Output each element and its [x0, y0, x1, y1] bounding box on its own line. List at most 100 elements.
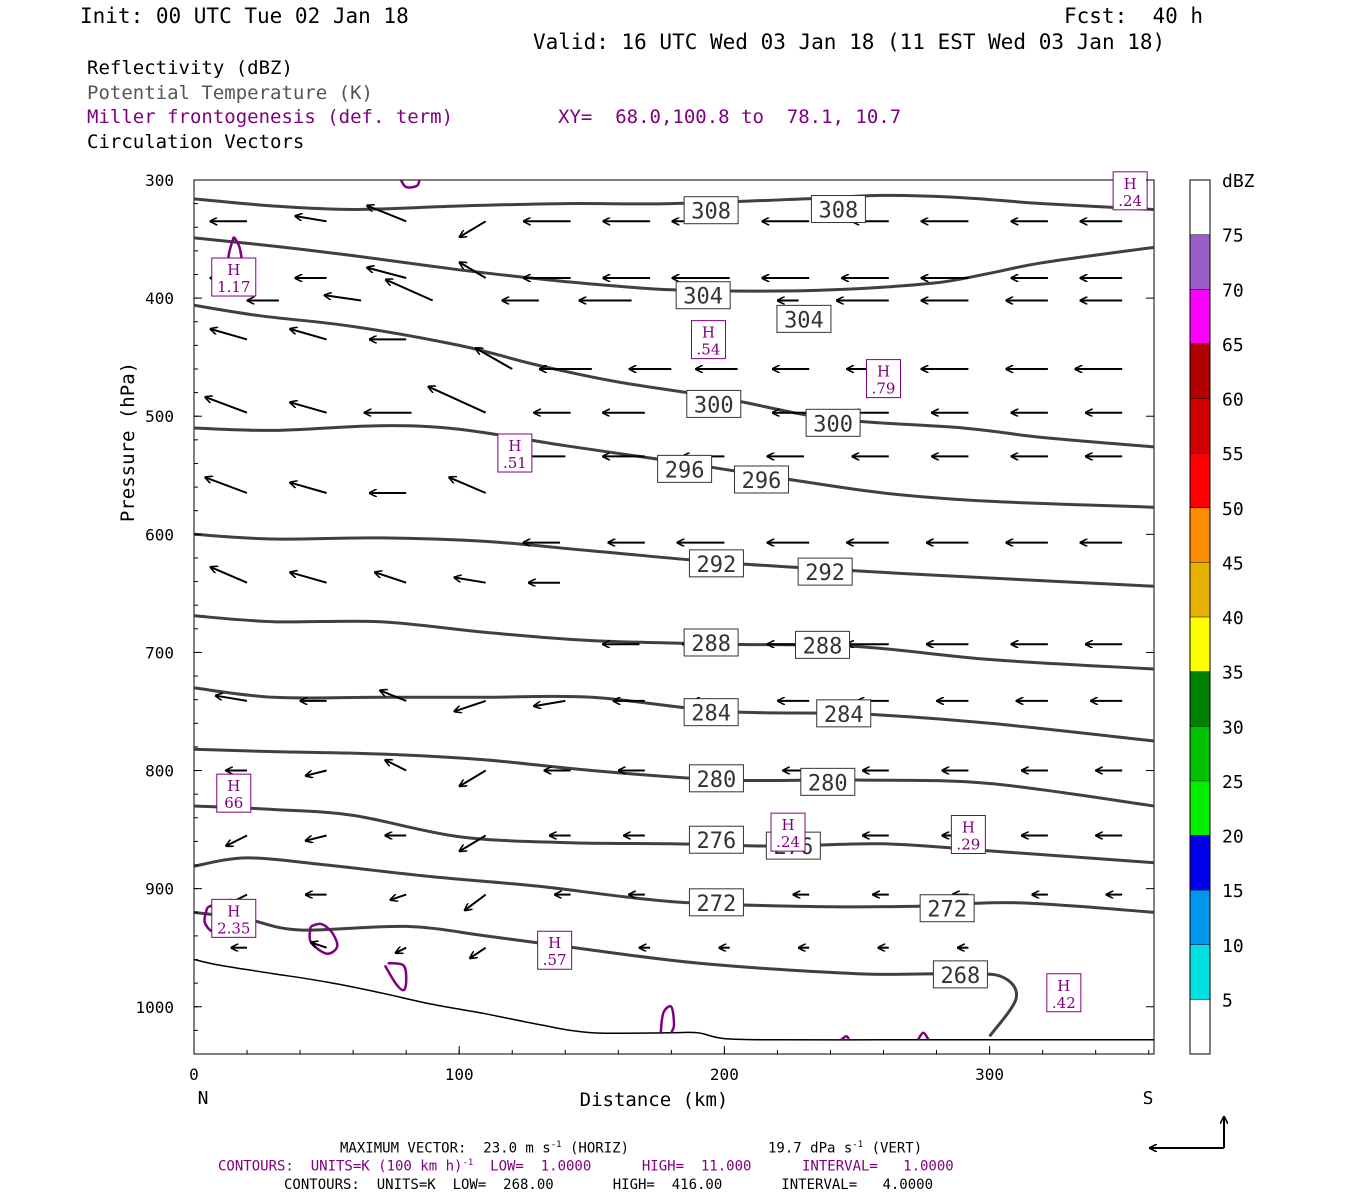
theta-contour-284: [194, 686, 1154, 743]
frontogenesis-high-marker: H: [781, 816, 794, 834]
colorbar-swatch: [1190, 617, 1210, 672]
x-tick-label: 300: [975, 1065, 1004, 1084]
circulation-vector: [460, 834, 487, 852]
frontogenesis-high-marker: H: [702, 324, 715, 342]
circulation-vector: [534, 699, 566, 706]
colorbar-swatch: [1190, 234, 1210, 290]
frontogenesis-high-box: [497, 433, 533, 473]
frontogenesis-high-2: H.54: [690, 320, 726, 360]
circulation-vector: [367, 268, 407, 279]
circulation-vector: [455, 578, 486, 584]
circulation-vector: [306, 769, 327, 776]
frontogenesis-contour: [916, 1031, 930, 1041]
theta-label-text: 308: [691, 200, 731, 225]
theta-label-text: 304: [784, 308, 824, 333]
circulation-vector: [295, 216, 327, 223]
surface-line: [194, 958, 1154, 1041]
y-tick-label: 500: [145, 407, 174, 426]
forecast-label: Fcst: 40 h: [1064, 4, 1204, 28]
frontogenesis-high-box: [537, 930, 573, 970]
frontogenesis-high-marker: H: [227, 902, 240, 920]
legend-reflectivity: Reflectivity (dBZ): [87, 57, 293, 79]
theta-label-box: [688, 549, 744, 578]
x-tick-label: 200: [710, 1065, 739, 1084]
max-vector-horiz: (HORIZ): [561, 1140, 629, 1157]
theta-label-304-1: 304: [776, 304, 832, 333]
circulation-vector: [211, 567, 248, 584]
frontogenesis-high-value: .57: [543, 951, 567, 969]
circulation-vector: [375, 572, 407, 584]
colorbar-swatch: [1190, 835, 1210, 891]
colorbar-swatch: [1190, 562, 1210, 617]
circulation-vector: [211, 329, 248, 341]
theta-label-text: 296: [742, 469, 782, 494]
frontogenesis-high-marker: H: [962, 819, 975, 837]
frontogenesis-high-marker: H: [1124, 175, 1137, 193]
colorbar-swatch: [1190, 999, 1210, 1054]
vector-key-arrows: [1150, 1117, 1224, 1148]
colorbar-label: 35: [1222, 663, 1244, 684]
footer-contours-theta: CONTOURS: UNITS=K LOW= 268.00 HIGH= 416.…: [284, 1177, 934, 1193]
theta-label-box: [919, 894, 975, 923]
colorbar-swatch: [1190, 944, 1210, 1000]
frontogenesis-high-marker: H: [548, 934, 561, 952]
frontogenesis-high-box: [211, 898, 257, 938]
theta-contour-280: [194, 747, 1154, 808]
frontogenesis-high-value: .24: [1118, 192, 1142, 210]
y-axis-label: Pressure (hPa): [117, 362, 139, 522]
theta-label-308-0: 308: [683, 196, 739, 225]
colorbar-label: 55: [1222, 444, 1244, 465]
y-tick-label: 700: [145, 643, 174, 662]
contours-fronto-b: LOW= 1.0000 HIGH= 11.000 INTERVAL= 1.000…: [473, 1158, 954, 1175]
frontogenesis-high-value: 66: [224, 794, 243, 812]
frontogenesis-high-value: 1.17: [217, 278, 250, 296]
theta-contour-304: [194, 236, 1154, 293]
theta-label-292-1: 292: [797, 557, 853, 586]
frontogenesis-contour: [383, 961, 408, 992]
theta-label-text: 284: [824, 703, 864, 728]
theta-label-text: 292: [697, 553, 737, 578]
theta-label-box: [683, 196, 739, 225]
frontogenesis-high-5: H66: [216, 773, 252, 813]
frontogenesis-high-box: [690, 320, 726, 360]
theta-label-text: 272: [697, 892, 737, 917]
circulation-vector: [460, 220, 487, 237]
legend-theta: Potential Temperature (K): [87, 82, 373, 104]
max-vert-sup: -1: [852, 1140, 864, 1150]
axes: 300 400 500 600 700 800 900 1000 0 100 200 300 N S Dis…: [117, 171, 1154, 1111]
theta-label-284-1: 284: [816, 699, 872, 728]
circulation-vector: [325, 295, 362, 302]
frontogenesis-high-value: .51: [503, 454, 527, 472]
colorbar-label: 25: [1222, 772, 1244, 793]
theta-label-box: [776, 304, 832, 333]
theta-label-text: 292: [805, 561, 845, 586]
theta-label-284-0: 284: [683, 698, 739, 727]
x-end-label-south: S: [1143, 1088, 1154, 1109]
theta-label-text: 288: [803, 634, 843, 659]
theta-label-text: 300: [694, 393, 734, 418]
frontogenesis-high-8: H2.35: [211, 898, 257, 938]
theta-label-text: 284: [691, 702, 731, 727]
max-vert-value: 19.7 dPa s: [768, 1140, 853, 1157]
frontogenesis-high-box: [770, 812, 806, 852]
colorbar-label: 70: [1222, 280, 1244, 301]
y-tick-label: 600: [145, 525, 174, 544]
theta-label-308-1: 308: [810, 195, 866, 224]
frontogenesis-high-value: .54: [697, 341, 721, 359]
theta-label-box: [686, 389, 742, 418]
theta-contour-292: [194, 532, 1154, 588]
contour-labels: 308 308 304 304 300 300 296 296 292 292 288 288 284 2…: [211, 171, 1148, 1013]
circulation-vector: [205, 477, 248, 494]
colorbar-title: dBZ: [1222, 171, 1255, 192]
frontogenesis-high-value: 2.35: [217, 919, 250, 937]
frontogenesis-high-1: H1.17: [211, 257, 257, 297]
circulation-vector: [429, 387, 487, 414]
circulation-vector: [290, 402, 327, 414]
colorbar-label: 15: [1222, 881, 1244, 902]
frontogenesis-contour: [659, 1005, 676, 1034]
theta-label-272-0: 272: [688, 888, 744, 917]
circulation-vector: [396, 948, 407, 953]
theta-label-box: [683, 628, 739, 657]
colorbar-label: 40: [1222, 608, 1244, 629]
theta-label-276-0: 276: [688, 825, 744, 854]
